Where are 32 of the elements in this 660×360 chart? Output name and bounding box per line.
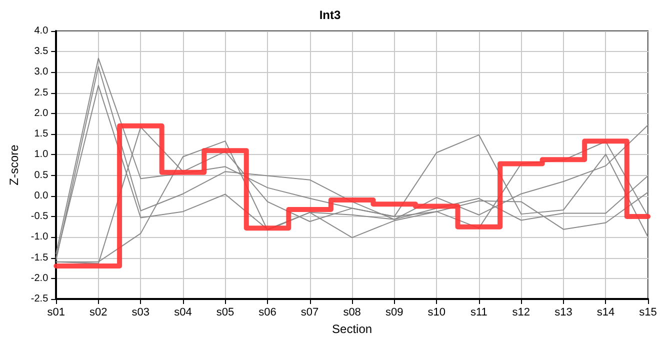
x-tick-label: s07 bbox=[300, 306, 319, 318]
x-tick-label: s04 bbox=[174, 306, 192, 318]
y-tick-label: 0.0 bbox=[34, 190, 49, 202]
y-tick-label: 1.5 bbox=[34, 128, 49, 140]
y-tick-label: 2.0 bbox=[34, 108, 49, 119]
x-axis-title: Section bbox=[332, 322, 372, 336]
x-tick-label: s12 bbox=[512, 306, 530, 318]
x-tick-label: s01 bbox=[47, 306, 66, 318]
x-tick-label: s02 bbox=[90, 306, 108, 318]
x-tick-label: s11 bbox=[470, 306, 488, 318]
y-tick-label: -0.5 bbox=[30, 211, 49, 222]
y-tick-label: -2.5 bbox=[30, 294, 49, 304]
x-tick-label: s15 bbox=[639, 306, 657, 318]
x-tick-label: s09 bbox=[385, 306, 404, 318]
x-tick-label: s03 bbox=[132, 306, 150, 318]
x-tick-label: s06 bbox=[258, 306, 276, 318]
y-tick-label: -1.5 bbox=[30, 252, 49, 264]
x-tick-label: s10 bbox=[428, 306, 446, 318]
y-tick-label: 1.0 bbox=[34, 149, 49, 160]
x-tick-label: s08 bbox=[343, 306, 361, 318]
y-tick-label: -1.0 bbox=[30, 232, 49, 243]
y-axis-title: Z-score bbox=[7, 144, 21, 186]
y-tick-label: 4.0 bbox=[34, 26, 49, 36]
y-tick-label: 0.5 bbox=[34, 170, 49, 181]
y-tick-label: -2.0 bbox=[30, 272, 49, 284]
y-tick-label: 2.5 bbox=[34, 87, 49, 98]
x-tick-label: s05 bbox=[216, 306, 234, 318]
y-tick-label: 3.5 bbox=[34, 46, 49, 58]
x-tick-label: s14 bbox=[596, 306, 615, 318]
y-tick-label: 3.0 bbox=[34, 66, 49, 78]
chart-title: Int3 bbox=[319, 8, 341, 22]
x-tick-label: s13 bbox=[554, 306, 572, 318]
